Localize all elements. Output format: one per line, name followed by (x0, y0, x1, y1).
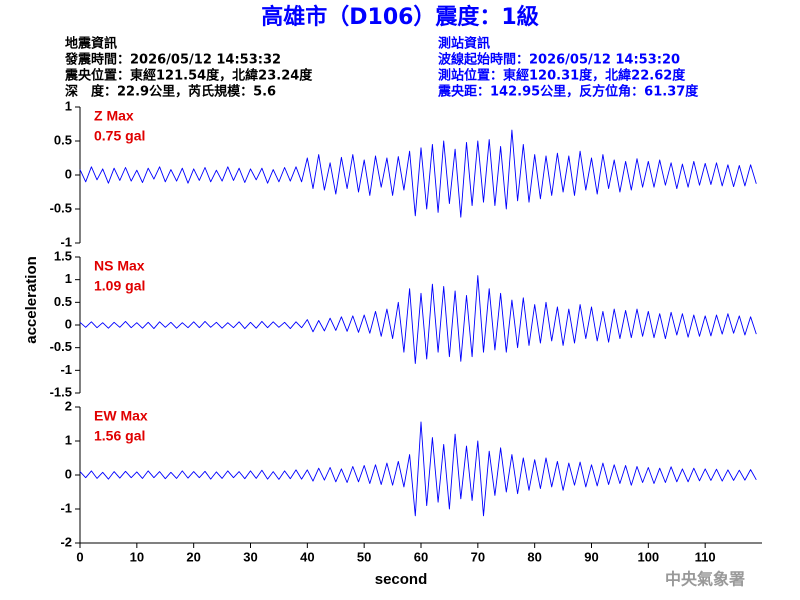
x-tick-label: 60 (414, 549, 428, 564)
y-tick-label: 1 (65, 98, 72, 113)
x-tick-label: 0 (76, 549, 83, 564)
x-tick-label: 90 (584, 549, 598, 564)
y-tick-label: 1 (65, 271, 72, 286)
x-tick-label: 70 (471, 549, 485, 564)
y-tick-label: 2 (65, 398, 72, 413)
component-label: EW Max (94, 408, 148, 424)
info-line: 震央位置：東經121.54度，北緯23.24度 (64, 68, 313, 84)
y-tick-label: -0.5 (50, 200, 72, 215)
x-tick-label: 80 (527, 549, 541, 564)
component-label: Z Max (94, 108, 134, 124)
y-tick-label: 1 (65, 432, 72, 447)
max-label: 1.56 gal (94, 428, 145, 444)
y-tick-label: -1 (60, 500, 72, 515)
chart-title: 高雄市（D106）震度：1級 (261, 4, 539, 30)
x-tick-label: 30 (243, 549, 257, 564)
x-tick-label: 110 (695, 549, 716, 564)
y-tick-label: -1.5 (50, 384, 72, 399)
y-tick-label: 1.5 (54, 248, 72, 263)
waveform (79, 421, 757, 517)
x-tick-label: 20 (186, 549, 200, 564)
y-tick-label: -2 (60, 534, 72, 549)
y-tick-label: 0.5 (54, 294, 72, 309)
x-axis-label: second (375, 571, 428, 588)
y-tick-label: -1 (60, 234, 72, 249)
y-tick-label: -0.5 (50, 339, 72, 354)
footer: 中央氣象署 (665, 570, 745, 589)
max-label: 0.75 gal (94, 128, 145, 144)
station-line: 波線起始時間：2026/05/12 14:53:20 (438, 52, 680, 68)
x-tick-label: 100 (637, 549, 659, 564)
station-line: 測站資訊 (438, 36, 490, 52)
max-label: 1.09 gal (94, 278, 145, 294)
station-line: 震央距：142.95公里，反方位角：61.37度 (437, 84, 699, 100)
x-tick-label: 10 (130, 549, 144, 564)
x-tick-label: 40 (300, 549, 314, 564)
station-line: 測站位置：東經120.31度，北緯22.62度 (438, 68, 686, 84)
waveform (79, 275, 757, 364)
y-axis-label: acceleration (23, 256, 40, 344)
y-tick-label: -1 (60, 362, 72, 377)
y-tick-label: 0.5 (54, 132, 72, 147)
x-tick-label: 50 (357, 549, 371, 564)
info-line: 發震時間：2026/05/12 14:53:32 (64, 52, 281, 68)
y-tick-label: 0 (65, 466, 72, 481)
waveform (79, 129, 757, 218)
y-tick-label: 0 (65, 166, 72, 181)
info-line: 地震資訊 (65, 36, 117, 52)
y-tick-label: 0 (65, 316, 72, 331)
info-line: 深 度：22.9公里，芮氏規模：5.6 (65, 84, 276, 100)
component-label: NS Max (94, 258, 145, 274)
